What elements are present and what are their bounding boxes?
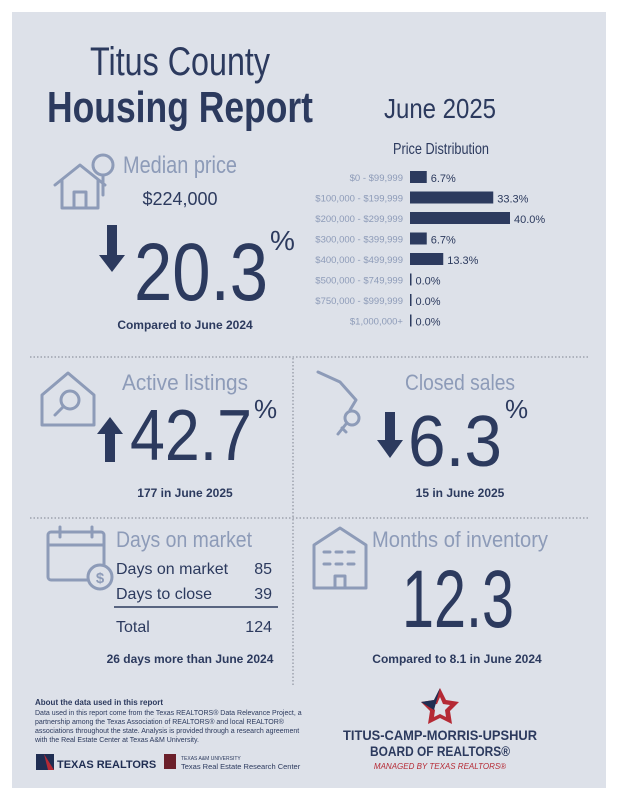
distribution-bar [410, 191, 494, 204]
closed-note: 15 in June 2025 [416, 486, 505, 500]
active-change: 42.7 [130, 396, 252, 476]
about-text: Data used in this report come from the T… [35, 709, 302, 717]
distribution-bar [410, 294, 412, 306]
board-logo [421, 688, 459, 724]
distribution-value-label: 0.0% [416, 276, 441, 288]
logo-research-center: Texas Real Estate Research Center [181, 762, 301, 771]
distribution-category: $750,000 - $999,999 [315, 296, 403, 307]
distribution-value-label: 6.7% [431, 235, 456, 247]
distribution-category: $500,000 - $749,999 [315, 276, 403, 287]
price-distribution-chart: $0 - $99,999 6.7% $100,000 - $199,999 33.3%… [315, 171, 545, 329]
distribution-category: $400,000 - $499,999 [315, 255, 403, 266]
up-arrow [97, 417, 123, 462]
median-unit: % [270, 225, 295, 256]
inventory-value: 12.3 [402, 554, 514, 645]
title-line2: Housing Report [47, 83, 313, 132]
median-change: 20.3 [134, 227, 268, 318]
distribution-category: $300,000 - $399,999 [315, 235, 403, 246]
distribution-category: $0 - $99,999 [350, 173, 403, 184]
dom-note: 26 days more than June 2024 [107, 652, 274, 666]
closed-unit: % [505, 394, 528, 424]
report-date: June 2025 [384, 93, 496, 124]
distribution-category: $1,000,000+ [350, 317, 404, 328]
distribution-value-label: 6.7% [431, 173, 456, 185]
distribution-value-label: 0.0% [416, 296, 441, 308]
board-line2: BOARD OF REALTORS® [370, 743, 511, 759]
distribution-value-label: 33.3% [497, 194, 528, 206]
inventory-note: Compared to 8.1 in June 2024 [372, 652, 542, 666]
dom-row-label: Days to close [116, 586, 212, 603]
active-note: 177 in June 2025 [137, 486, 233, 500]
dom-row-value: 85 [254, 561, 272, 578]
distribution-bar [410, 171, 427, 183]
median-comparison: Compared to June 2024 [117, 318, 253, 332]
calendar-icon: $ [46, 525, 114, 591]
distribution-value-label: 0.0% [416, 317, 441, 329]
down-arrow [99, 225, 125, 272]
active-unit: % [254, 394, 277, 424]
dom-total-label: Total [116, 619, 150, 636]
house-icon [53, 153, 115, 210]
building-icon [312, 526, 368, 590]
key-icon [316, 370, 361, 436]
logo-tamu-small: TEXAS A&M UNIVERSITY [181, 756, 241, 762]
distribution-bar [410, 314, 412, 327]
distribution-bar [410, 212, 510, 224]
about-text: with the Real Estate Center at Texas A&M… [34, 737, 199, 744]
about-title: About the data used in this report [35, 698, 163, 707]
active-label: Active listings [122, 370, 248, 395]
about-text: partnership among the Texas Association … [35, 718, 285, 726]
title-line1: Titus County [90, 40, 270, 84]
dom-label: Days on market [116, 527, 252, 552]
about-text: associations throughout the state. Analy… [35, 728, 299, 735]
distribution-title: Price Distribution [393, 141, 489, 158]
dom-row-value: 39 [254, 586, 272, 603]
panel [12, 12, 606, 788]
distribution-bar [410, 232, 427, 245]
closed-label: Closed sales [405, 370, 515, 395]
distribution-category: $200,000 - $299,999 [315, 214, 403, 225]
distribution-bar [410, 273, 412, 286]
tr-logo-accent [44, 754, 54, 770]
inventory-label: Months of inventory [372, 527, 548, 552]
dom-total-value: 124 [245, 619, 272, 636]
tamu-logo [164, 754, 176, 769]
down-arrow [377, 412, 403, 458]
board-line1: TITUS-CAMP-MORRIS-UPSHUR [343, 727, 537, 743]
board-tagline: MANAGED BY TEXAS REALTORS® [374, 762, 506, 771]
search-house-icon [40, 371, 96, 427]
svg-text:$: $ [96, 570, 105, 587]
closed-change: 6.3 [408, 402, 502, 482]
median-price: $224,000 [142, 189, 217, 209]
logo-texas-realtors: TEXAS REALTORS [57, 759, 156, 771]
median-label: Median price [123, 152, 237, 179]
distribution-value-label: 13.3% [447, 255, 478, 267]
distribution-value-label: 40.0% [514, 214, 545, 226]
distribution-category: $100,000 - $199,999 [315, 194, 403, 205]
dom-row-label: Days on market [116, 561, 229, 578]
distribution-bar [410, 253, 444, 265]
